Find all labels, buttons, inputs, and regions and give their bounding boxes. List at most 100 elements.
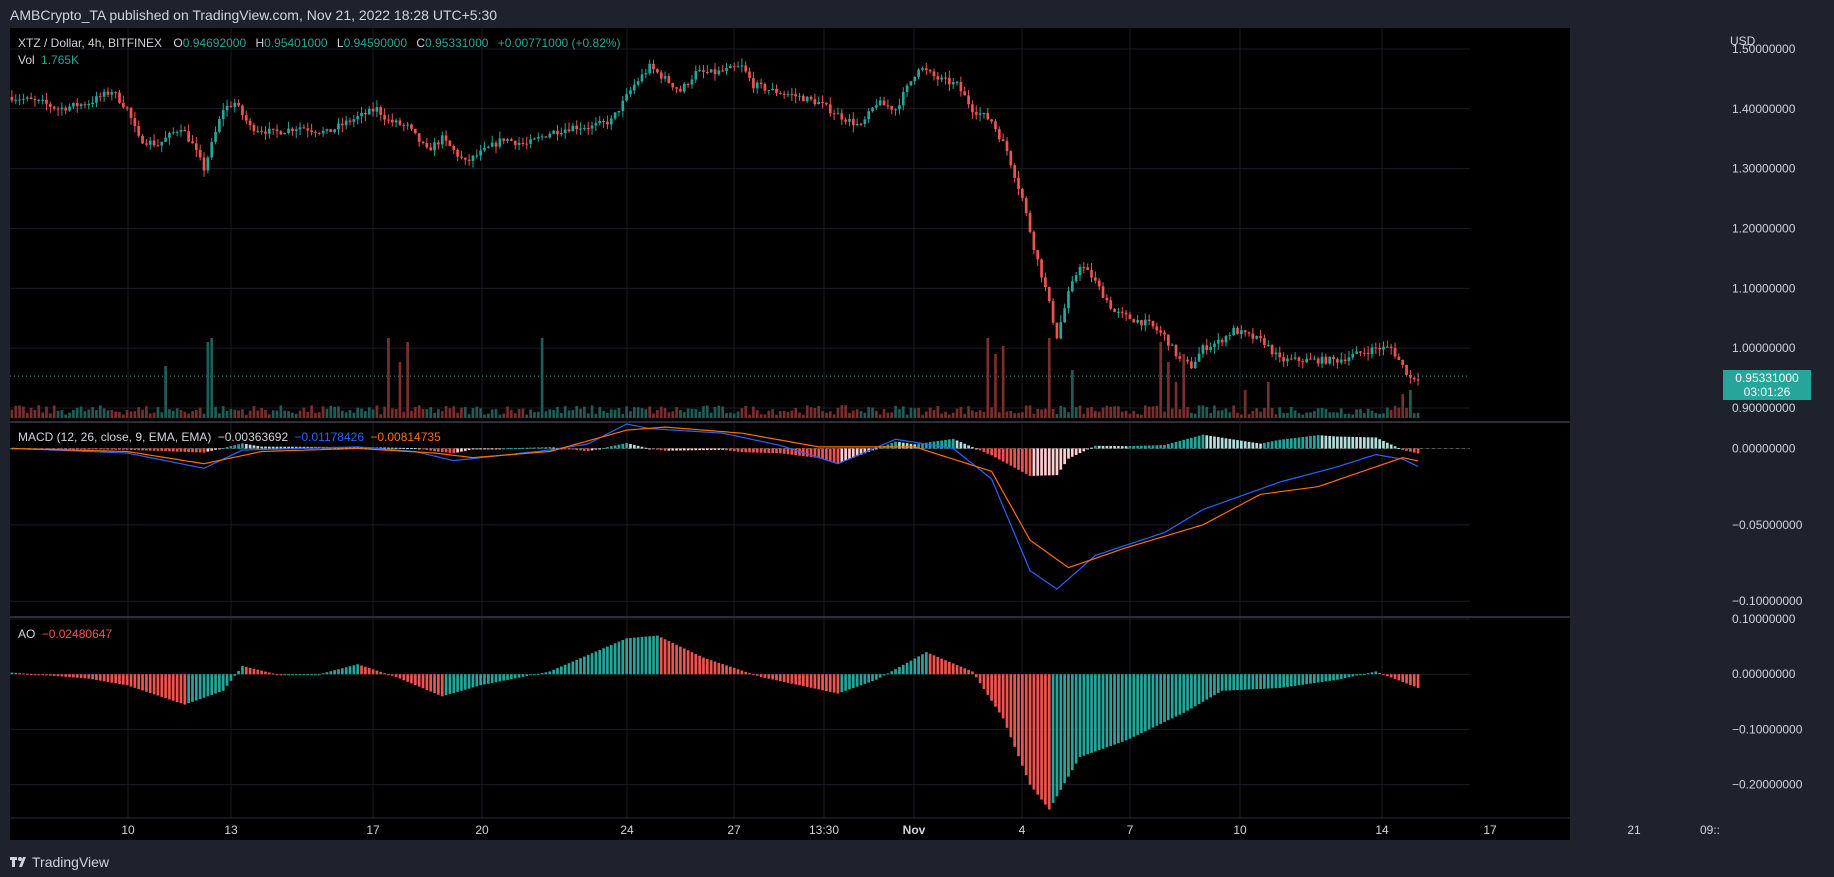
- volume-bar: [721, 406, 725, 418]
- macd-histogram-bar: [1051, 448, 1055, 476]
- candle-body: [1074, 275, 1078, 282]
- ao-bar: [502, 674, 506, 681]
- candle-body: [836, 113, 840, 115]
- candle-body: [1224, 335, 1228, 343]
- ao-bar: [325, 672, 329, 675]
- volume-bar: [1094, 410, 1097, 418]
- ao-bar: [52, 674, 56, 676]
- ao-bar: [1047, 674, 1051, 810]
- ao-bar: [75, 674, 79, 678]
- ao-bar: [813, 674, 817, 689]
- macd-histogram-bar: [1197, 435, 1201, 449]
- candle-body: [602, 120, 605, 122]
- macd-histogram-bar: [1359, 437, 1362, 449]
- candle-body: [1132, 319, 1136, 323]
- ao-bar: [871, 674, 874, 682]
- candle-body: [775, 88, 778, 94]
- macd-histogram-bar: [1274, 440, 1278, 449]
- candle-body: [221, 110, 225, 120]
- macd-histogram-bar: [1124, 446, 1128, 449]
- volume-bar: [164, 366, 167, 418]
- ao-bar: [1278, 674, 1282, 689]
- ao-bar: [29, 674, 33, 676]
- volume-bar: [310, 405, 313, 418]
- volume-bar: [264, 410, 267, 418]
- macd-histogram-bar: [229, 446, 233, 449]
- macd-histogram-bar: [967, 445, 970, 449]
- macd-histogram-bar: [1013, 448, 1017, 468]
- ao-bar: [279, 674, 283, 676]
- macd-histogram-bar: [809, 448, 813, 458]
- candle-body: [1389, 346, 1393, 348]
- ao-bar: [948, 661, 951, 675]
- price-tick-label: 1.00000000: [1732, 341, 1796, 355]
- macd-histogram-bar: [817, 448, 821, 459]
- volume-bar: [1243, 390, 1247, 418]
- candle-body: [118, 92, 121, 103]
- candle-body: [821, 101, 824, 103]
- macd-histogram-bar: [1385, 442, 1389, 449]
- volume-bar: [944, 411, 947, 418]
- macd-histogram-bar: [878, 447, 882, 449]
- ao-bar: [1336, 674, 1339, 680]
- ao-bar: [394, 674, 398, 677]
- candle-body: [1128, 314, 1132, 320]
- candle-body: [817, 101, 821, 105]
- volume-bar: [448, 408, 452, 418]
- ao-bar: [594, 651, 598, 675]
- candle-body: [456, 149, 459, 157]
- volume-bar: [1167, 362, 1170, 418]
- candle-body: [171, 132, 175, 134]
- macd-histogram-bar: [256, 445, 260, 449]
- candle-body: [967, 95, 970, 105]
- macd-histogram-bar: [152, 448, 156, 451]
- ao-bar: [145, 674, 148, 692]
- volume-bar: [325, 408, 329, 418]
- candle-body: [606, 121, 609, 125]
- ao-bar: [1316, 674, 1320, 683]
- candle-body: [1009, 151, 1013, 166]
- tradingview-logo[interactable]: TradingView: [10, 854, 109, 870]
- macd-histogram-bar: [598, 448, 602, 450]
- ao-bar: [886, 673, 890, 675]
- macd-histogram-bar: [1324, 435, 1328, 449]
- candle-body: [68, 106, 71, 111]
- macd-histogram-bar: [202, 448, 206, 453]
- ao-bar: [955, 665, 959, 675]
- ao-bar: [1170, 674, 1174, 719]
- macd-histogram-bar: [1240, 440, 1243, 449]
- ao-value: −0.02480647: [41, 627, 113, 641]
- time-tick-label: 13:30: [809, 823, 839, 837]
- ao-bar: [1059, 674, 1063, 790]
- volume-bar: [1405, 407, 1408, 418]
- candle-body: [1236, 327, 1239, 335]
- candle-body: [302, 127, 306, 129]
- candle-body: [452, 145, 456, 150]
- macd-histogram-bar: [1059, 448, 1063, 470]
- candle-body: [978, 113, 982, 115]
- volume-bar: [732, 413, 736, 418]
- volume-bar: [878, 414, 882, 418]
- volume-bar: [406, 342, 409, 418]
- volume-bar: [1336, 412, 1339, 418]
- candle-body: [648, 63, 652, 74]
- macd-histogram-bar: [629, 443, 632, 449]
- ao-bar: [732, 667, 736, 675]
- volume-bar: [802, 414, 805, 418]
- macd-histogram-bar: [775, 448, 778, 454]
- ao-bar: [875, 674, 878, 680]
- macd-histogram-bar: [859, 448, 863, 455]
- ao-bar: [241, 665, 244, 675]
- volume-bar: [1021, 412, 1024, 418]
- candle-body: [1382, 346, 1385, 350]
- candle-body: [317, 132, 321, 134]
- candle-body: [621, 100, 625, 111]
- candle-body: [1216, 339, 1220, 344]
- candle-body: [360, 112, 363, 117]
- volume-bar: [886, 412, 890, 418]
- ao-bar: [183, 674, 187, 705]
- ao-bar: [909, 660, 913, 675]
- volume-bar: [302, 407, 306, 418]
- candle-body: [187, 131, 190, 142]
